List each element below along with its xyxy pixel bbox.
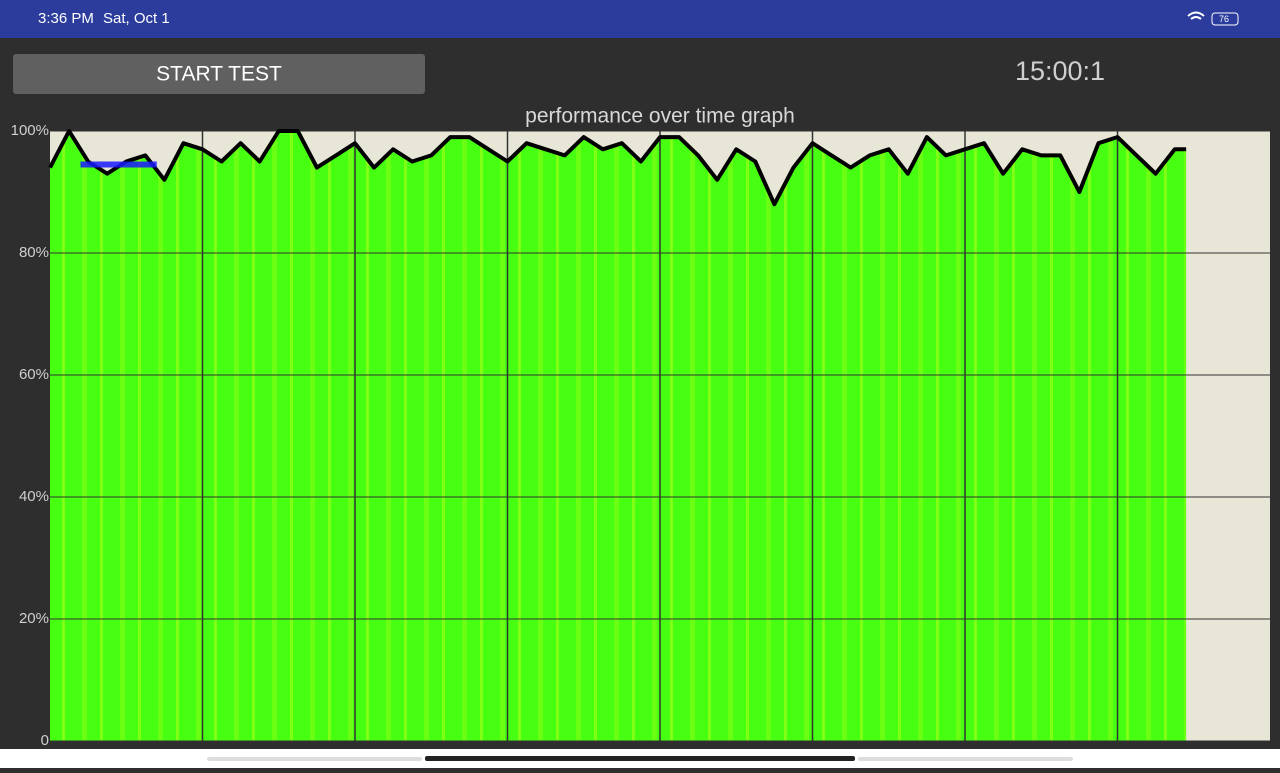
start-button[interactable] [13,54,425,94]
y-tick-label: 40% [19,488,49,505]
y-tick-label: 60% [19,366,49,383]
status-date: Sat, Oct 1 [103,10,170,27]
y-tick-label: 80% [19,244,49,261]
y-tick-label: 20% [19,610,49,627]
status-bar [0,0,1280,38]
timer: 15:00:1 [1015,56,1105,86]
nav-tab [207,757,422,761]
nav-handle[interactable] [425,756,855,761]
line [48,129,1187,207]
wifi-icon [1187,11,1205,20]
status-time: 3:36 PM [38,10,94,27]
start-button-label[interactable]: START TEST [156,63,282,86]
battery-icon [1211,12,1239,26]
chart-title: performance over time graph [525,105,795,128]
nav-tab [858,757,1073,761]
y-tick-label: 0 [41,732,49,749]
battery-level: 76 [1219,14,1229,24]
y-tick-label: 100% [11,122,49,139]
area [50,131,1187,741]
